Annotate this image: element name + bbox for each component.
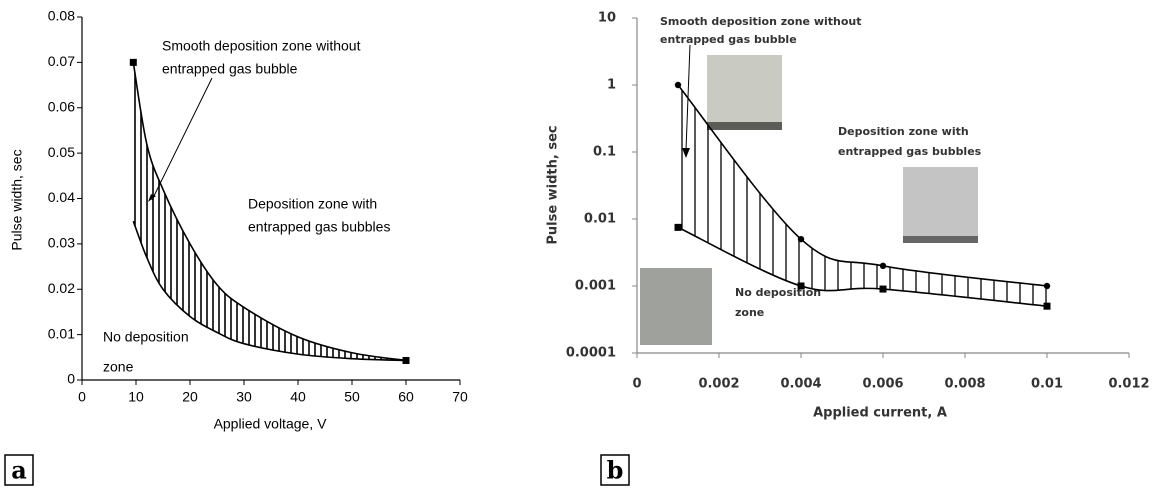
annotation-arrow	[151, 77, 213, 201]
boundary-line	[132, 62, 407, 362]
y-tick-label: 1	[607, 78, 616, 93]
annotation: Smooth deposition zone without	[162, 38, 361, 54]
point	[797, 235, 805, 243]
y-tick-label: 0.001	[575, 279, 616, 294]
panel-label-box	[600, 454, 630, 486]
point	[879, 285, 887, 293]
point	[129, 58, 137, 66]
x-tick-label: 10	[128, 389, 144, 405]
point	[674, 223, 682, 231]
point	[1043, 282, 1051, 290]
x-tick-label: 0.01	[1031, 377, 1063, 392]
x-tick-label: 20	[182, 389, 198, 405]
y-tick-label: 0.08	[48, 8, 75, 24]
annotation: Smooth deposition zone without	[660, 15, 862, 28]
boundary-line	[677, 226, 1048, 307]
x-tick-label: 0.006	[862, 377, 903, 392]
point	[797, 282, 805, 290]
sample-image-edge	[707, 122, 782, 130]
annotation: entrapped gas bubble	[660, 33, 797, 46]
annotation: No deposition	[103, 329, 189, 345]
panel-label: a	[11, 456, 27, 485]
x-tick-label: 50	[344, 389, 360, 405]
y-tick-label: 0.01	[584, 212, 616, 227]
y-axis-title: Pulse width, sec	[546, 125, 561, 244]
annotation: zone	[735, 306, 764, 319]
annotation: entrapped gas bubble	[162, 61, 298, 77]
panel-b: 0.0001 0.001 0.01 0.1 1 10 0 0.002 0.004 0.006 0.0…	[546, 11, 1150, 486]
x-tick-label: 0.008	[944, 377, 985, 392]
sample-image-edge	[903, 236, 978, 243]
x-axis-title: Applied current, A	[813, 406, 947, 421]
y-tick-label: 0.1	[593, 145, 616, 160]
y-tick-label: 0.07	[48, 53, 75, 69]
sample-image	[707, 55, 782, 130]
x-tick-label: 40	[290, 389, 306, 405]
y-tick-label: 0.03	[48, 235, 75, 251]
hatched-zone	[678, 85, 1047, 307]
annotation: Deposition zone with	[248, 196, 377, 212]
panel-label: b	[607, 456, 624, 485]
y-tick-label: 10	[598, 11, 616, 26]
panel-label-box	[4, 454, 34, 486]
sample-image	[640, 268, 712, 345]
x-axis-title: Applied voltage, V	[214, 416, 328, 432]
hatched-zone	[133, 62, 407, 361]
y-tick-label: 0.0001	[566, 346, 616, 361]
annotation: entrapped gas bubbles	[838, 145, 982, 158]
y-tick-label: 0.01	[48, 325, 75, 341]
x-tick-label: 0	[632, 377, 641, 392]
annotation: entrapped gas bubbles	[248, 219, 390, 235]
boundary-line	[677, 84, 1048, 287]
boundary-line	[132, 220, 407, 362]
point	[674, 81, 682, 89]
y-tick-label: 0.06	[48, 98, 75, 114]
annotation: zone	[103, 359, 134, 375]
y-axis-title: Pulse width, sec	[9, 149, 25, 250]
point	[1043, 302, 1051, 310]
x-tick-label: 0.002	[698, 377, 739, 392]
x-tick-label: 60	[398, 389, 414, 405]
sample-image	[903, 167, 978, 243]
x-tick-label: 0	[78, 389, 86, 405]
x-tick-label: 30	[236, 389, 252, 405]
x-tick-label: 0.012	[1108, 377, 1149, 392]
point	[879, 262, 887, 270]
annotation: Deposition zone with	[838, 125, 969, 138]
panel-a: 0 0.01 0.02 0.03 0.04 0.05 0.06 0.07 0.08 0 10 20 30…	[4, 8, 468, 486]
y-tick-label: 0.02	[48, 280, 75, 296]
y-tick-label: 0	[67, 371, 75, 387]
x-tick-label: 0.004	[780, 377, 821, 392]
x-tick-label: 70	[452, 389, 468, 405]
y-tick-label: 0.05	[48, 144, 75, 160]
y-tick-label: 0.04	[48, 189, 75, 205]
